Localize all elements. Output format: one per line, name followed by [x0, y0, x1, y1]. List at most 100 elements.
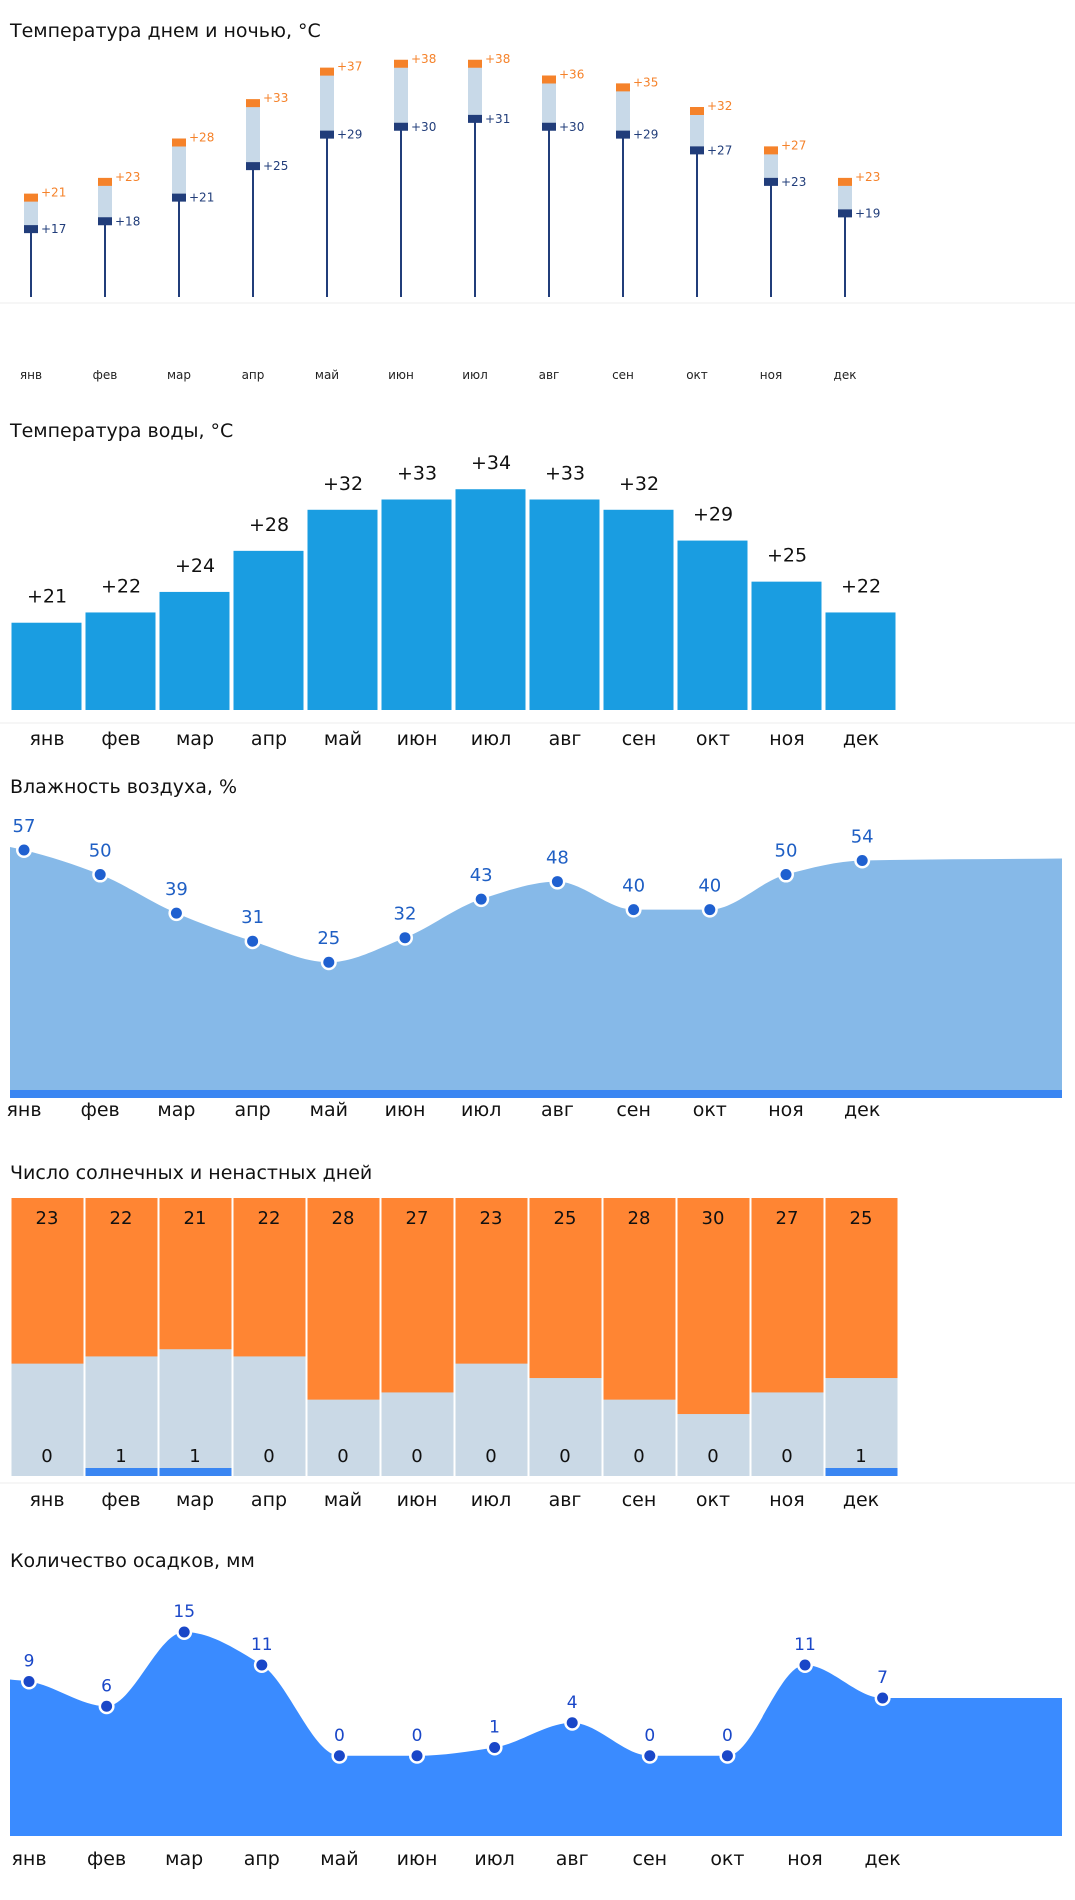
sunny-value-label: 22	[258, 1208, 281, 1229]
precip-point	[799, 1659, 811, 1671]
sunny-value-label: 27	[406, 1208, 429, 1229]
humidity-month-label: дек	[844, 1099, 880, 1121]
humidity-month-label: янв	[6, 1099, 41, 1121]
temp-night-marker	[172, 193, 186, 202]
precip-month-label: авг	[556, 1848, 589, 1870]
temp-section: Температура днем и ночью, °С +21 +17 янв +2…	[0, 0, 1075, 400]
humidity-point	[323, 956, 335, 968]
precip-point	[721, 1750, 733, 1762]
rainy-value-label: 1	[189, 1446, 200, 1467]
humidity-value-label: 31	[241, 907, 264, 928]
humidity-value-label: 57	[13, 816, 36, 837]
sunny-chart: 23 0 янв 22 1 фев 21 1 мар 22 0 апр 28 0 май 27 0 июн 23 0 и…	[0, 1198, 1075, 1511]
temp-day-label: +33	[263, 91, 288, 105]
rainy-bar	[825, 1468, 898, 1476]
humidity-month-label: июл	[461, 1099, 502, 1121]
precip-point	[877, 1692, 889, 1704]
water-bar	[159, 591, 230, 710]
precip-point	[566, 1717, 578, 1729]
temp-night-label: +23	[781, 175, 806, 189]
sunny-bar	[455, 1198, 528, 1364]
sunny-bar	[307, 1198, 380, 1400]
sunny-bar	[381, 1198, 454, 1393]
water-value-label: +32	[619, 473, 659, 495]
temp-range-bar	[394, 63, 408, 127]
temp-month-label: фев	[93, 368, 118, 382]
precip-month-label: фев	[87, 1848, 126, 1870]
water-month-label: янв	[29, 728, 64, 750]
humidity-area	[10, 847, 1062, 1090]
precip-value-label: 1	[489, 1718, 500, 1738]
rainy-value-label: 0	[559, 1446, 570, 1467]
water-bar	[825, 612, 896, 710]
temp-night-label: +27	[707, 143, 732, 157]
temp-night-marker	[764, 177, 778, 186]
humidity-month-label: ноя	[768, 1099, 803, 1121]
temp-night-label: +25	[263, 159, 288, 173]
temp-month-label: сен	[612, 368, 634, 382]
sunny-bar	[603, 1198, 676, 1400]
sunny-month-label: ноя	[769, 1489, 804, 1511]
water-month-label: июн	[397, 728, 438, 750]
temp-night-label: +29	[633, 128, 658, 142]
temp-night-label: +31	[485, 112, 510, 126]
humidity-value-label: 32	[394, 904, 417, 925]
water-month-label: май	[324, 728, 362, 750]
sunny-month-label: мар	[176, 1489, 214, 1511]
humidity-value-label: 40	[698, 876, 721, 897]
water-month-label: мар	[176, 728, 214, 750]
precip-point	[178, 1626, 190, 1638]
temp-night-label: +19	[855, 206, 880, 220]
sunny-bar	[159, 1198, 232, 1350]
water-month-label: апр	[251, 728, 287, 750]
water-value-label: +34	[471, 452, 511, 474]
temp-range-bar	[616, 87, 630, 135]
water-chart: +21 янв +22 фев +24 мар +28 апр +32 май +33 июн +34 и…	[0, 452, 1075, 750]
temp-night-label: +29	[337, 128, 362, 142]
precip-point	[489, 1742, 501, 1753]
rainy-value-label: 0	[485, 1446, 496, 1467]
temp-range-bar	[320, 71, 334, 135]
water-bar	[751, 581, 822, 710]
water-month-label: июл	[471, 728, 512, 750]
precip-title: Количество осадков, мм	[10, 1550, 255, 1572]
temp-night-marker	[98, 217, 112, 226]
sunny-month-label: апр	[251, 1489, 287, 1511]
sunny-bar	[677, 1198, 750, 1415]
sunny-month-label: дек	[843, 1489, 879, 1511]
temp-day-label: +23	[115, 170, 140, 184]
temp-day-marker	[838, 177, 852, 186]
sunny-month-label: май	[324, 1489, 362, 1511]
temp-day-marker	[320, 67, 334, 76]
temp-night-marker	[616, 130, 630, 139]
humidity-value-label: 54	[851, 827, 874, 848]
water-title: Температура воды, °С	[10, 420, 234, 442]
precip-value-label: 15	[173, 1602, 195, 1622]
precip-value-label: 4	[567, 1693, 578, 1713]
sunny-value-label: 25	[850, 1208, 873, 1229]
temp-month-label: июл	[462, 368, 488, 382]
humidity-value-label: 43	[470, 865, 493, 886]
sunny-bar	[11, 1198, 84, 1364]
humidity-point	[399, 932, 411, 944]
sunny-month-label: окт	[696, 1489, 730, 1511]
precip-value-label: 11	[794, 1635, 816, 1655]
rainy-value-label: 0	[633, 1446, 644, 1467]
sunny-value-label: 30	[702, 1208, 725, 1229]
temp-night-marker	[24, 225, 38, 234]
precip-value-label: 0	[722, 1726, 733, 1746]
sunny-month-label: янв	[29, 1489, 64, 1511]
rainy-value-label: 0	[781, 1446, 792, 1467]
temp-month-label: окт	[686, 368, 708, 382]
temp-month-label: янв	[20, 368, 42, 382]
precip-point	[101, 1700, 113, 1712]
water-month-label: сен	[622, 728, 657, 750]
humidity-point	[94, 869, 106, 881]
temp-chart: +21 +17 янв +23 +18 фев +28 +21 мар +33 +25 апр +37 +…	[0, 52, 1075, 382]
precip-point	[644, 1750, 656, 1762]
temp-night-label: +17	[41, 222, 66, 236]
water-section: Температура воды, °С +21 янв +22 фев +24 мар +…	[0, 400, 1075, 770]
rainy-value-label: 0	[41, 1446, 52, 1467]
humidity-month-label: авг	[541, 1099, 574, 1121]
temp-day-label: +37	[337, 60, 362, 74]
